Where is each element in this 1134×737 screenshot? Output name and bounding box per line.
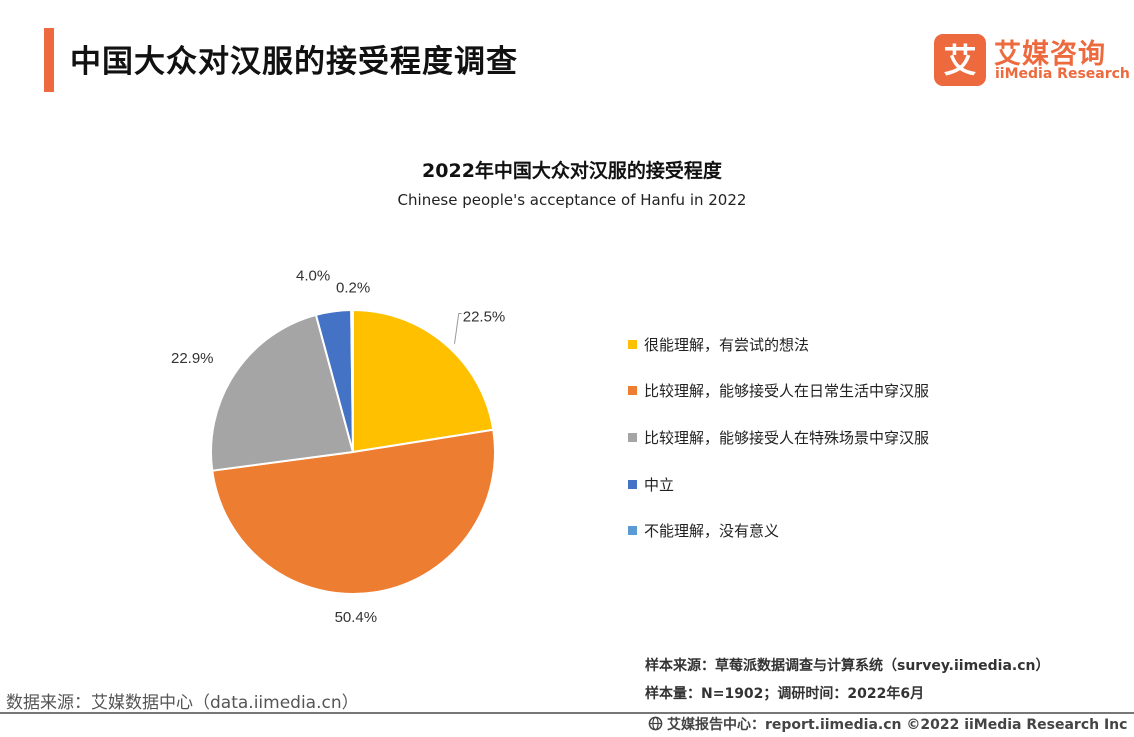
slice-value-label: 0.2%: [336, 279, 370, 296]
brand-name-en: iiMedia Research: [995, 66, 1130, 82]
page-title: 中国大众对汉服的接受程度调查: [70, 44, 518, 80]
legend-label: 不能理解，没有意义: [644, 522, 780, 540]
legend-swatch: [628, 526, 637, 535]
legend-label: 中立: [644, 476, 675, 494]
sample-source: 样本来源：草莓派数据调查与计算系统（survey.iimedia.cn）: [645, 658, 1050, 674]
pie-slice: [211, 428, 496, 595]
legend-swatch: [628, 433, 637, 442]
brand-name-cn: 艾媒咨询: [994, 39, 1106, 70]
brand-logo-icon: 艾: [934, 34, 986, 86]
globe-icon: [648, 716, 663, 731]
slice-value-label: 50.4%: [335, 609, 378, 626]
brand-logo-mark: 艾: [944, 41, 977, 80]
sample-size: 样本量：N=1902；调研时间：2022年6月: [645, 686, 925, 702]
slice-value-label: 22.9%: [171, 350, 214, 367]
title-accent-bar: [44, 28, 54, 92]
slice-value-label: 4.0%: [296, 267, 330, 284]
legend-label: 比较理解，能够接受人在日常生活中穿汉服: [644, 382, 930, 400]
legend-swatch: [628, 386, 637, 395]
legend-swatch: [628, 480, 637, 489]
slice-value-label: 22.5%: [463, 308, 506, 325]
footer-divider: [0, 712, 1134, 714]
pie-slice: [350, 308, 354, 453]
leader-line: [454, 313, 462, 344]
chart-subtitle: Chinese people's acceptance of Hanfu in …: [397, 191, 747, 209]
legend-label: 比较理解，能够接受人在特殊场景中穿汉服: [644, 429, 930, 447]
pie-slice: [352, 308, 495, 454]
legend-swatch: [628, 340, 637, 349]
footer-bar: 艾媒报告中心：report.iimedia.cn ©2022 iiMedia R…: [648, 714, 1127, 734]
brand-logo: 艾 艾媒咨询 iiMedia Research: [934, 32, 1130, 88]
legend-label: 很能理解，有尝试的想法: [644, 336, 810, 354]
chart-title: 2022年中国大众对汉服的接受程度: [422, 160, 722, 182]
report-center-text: 艾媒报告中心：report.iimedia.cn ©2022 iiMedia R…: [667, 717, 1128, 733]
pie-slice: [210, 313, 355, 472]
data-source: 数据来源：艾媒数据中心（data.iimedia.cn）: [6, 693, 359, 713]
